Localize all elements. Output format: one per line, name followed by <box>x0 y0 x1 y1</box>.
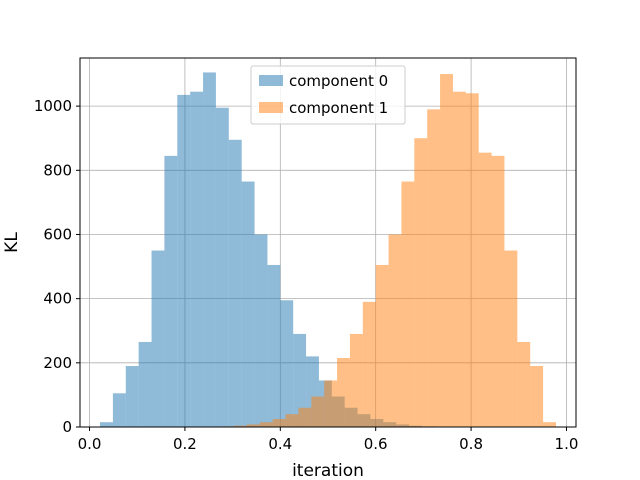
y-tick-label-2: 400 <box>43 290 72 308</box>
bar-s1-1 <box>234 425 247 427</box>
bar-s1-7 <box>311 396 325 427</box>
bar-s0-1 <box>112 393 126 427</box>
bar-s0-6 <box>177 94 191 428</box>
bar-s1-17 <box>440 74 453 427</box>
series-1 <box>221 74 556 428</box>
bar-s1-10 <box>349 333 363 427</box>
bar-s1-5 <box>285 414 299 427</box>
bar-s1-11 <box>362 301 376 427</box>
x-tick-label-4: 0.8 <box>459 435 483 453</box>
bar-s1-18 <box>452 91 466 427</box>
bar-s1-25 <box>543 422 556 427</box>
histogram-bars <box>100 72 556 428</box>
bar-s0-14 <box>280 300 294 427</box>
x-tick-label-2: 0.4 <box>268 435 292 453</box>
plot-frame <box>79 57 577 428</box>
bar-s0-9 <box>215 107 229 428</box>
bar-s1-13 <box>388 234 402 427</box>
bar-s1-14 <box>401 181 415 427</box>
bar-s1-23 <box>517 341 531 427</box>
y-tick-label-4: 800 <box>43 161 72 179</box>
bar-s0-15 <box>293 333 307 427</box>
bar-s0-0 <box>100 422 113 427</box>
bar-s1-3 <box>259 422 273 427</box>
bar-s1-8 <box>324 380 338 427</box>
bar-s0-11 <box>241 181 255 427</box>
x-tick-label-1: 0.2 <box>173 435 197 453</box>
bar-s0-8 <box>203 72 216 427</box>
bar-s1-12 <box>375 264 389 427</box>
x-axis-label: iteration <box>292 461 364 480</box>
legend-swatch-component-0 <box>259 75 283 86</box>
y-tick-label-0: 0 <box>62 418 72 436</box>
x-tick-label-5: 1.0 <box>555 435 579 453</box>
bar-s0-3 <box>138 341 152 427</box>
bar-s0-4 <box>151 250 165 427</box>
bar-s1-22 <box>504 250 518 427</box>
bar-s1-6 <box>298 407 312 427</box>
x-tick-label-3: 0.6 <box>364 435 388 453</box>
y-axis-label: KL <box>2 232 22 253</box>
legend-label-component-0: component 0 <box>289 72 388 90</box>
y-tick-label-1: 200 <box>43 354 72 372</box>
bar-s0-12 <box>254 234 268 427</box>
bar-s1-20 <box>478 152 492 427</box>
bar-s1-24 <box>530 366 544 427</box>
bar-s1-9 <box>337 358 350 427</box>
axis-ticks: 0.0 0.2 0.4 0.6 0.8 1.0 0 200 400 600 800 1000 <box>34 97 579 453</box>
x-tick-label-0: 0.0 <box>78 435 102 453</box>
bar-s0-10 <box>228 139 242 428</box>
legend-label-component-1: component 1 <box>289 99 388 117</box>
bar-s1-21 <box>491 155 505 427</box>
bar-s0-2 <box>125 366 139 427</box>
legend-box <box>250 65 406 125</box>
legend-swatch-component-1 <box>259 102 283 113</box>
y-tick-label-5: 1000 <box>34 97 72 115</box>
y-tick-label-3: 600 <box>43 225 72 243</box>
bar-s1-16 <box>427 109 441 428</box>
bar-s0-5 <box>164 155 178 427</box>
bar-s1-15 <box>414 138 428 427</box>
bar-s0-7 <box>190 91 204 427</box>
bar-s1-4 <box>272 418 286 427</box>
series-0 <box>100 72 435 428</box>
legend: component 0 component 1 <box>250 65 406 125</box>
bar-s1-2 <box>246 424 260 427</box>
bar-s0-13 <box>267 264 281 427</box>
bar-s1-19 <box>465 93 479 427</box>
